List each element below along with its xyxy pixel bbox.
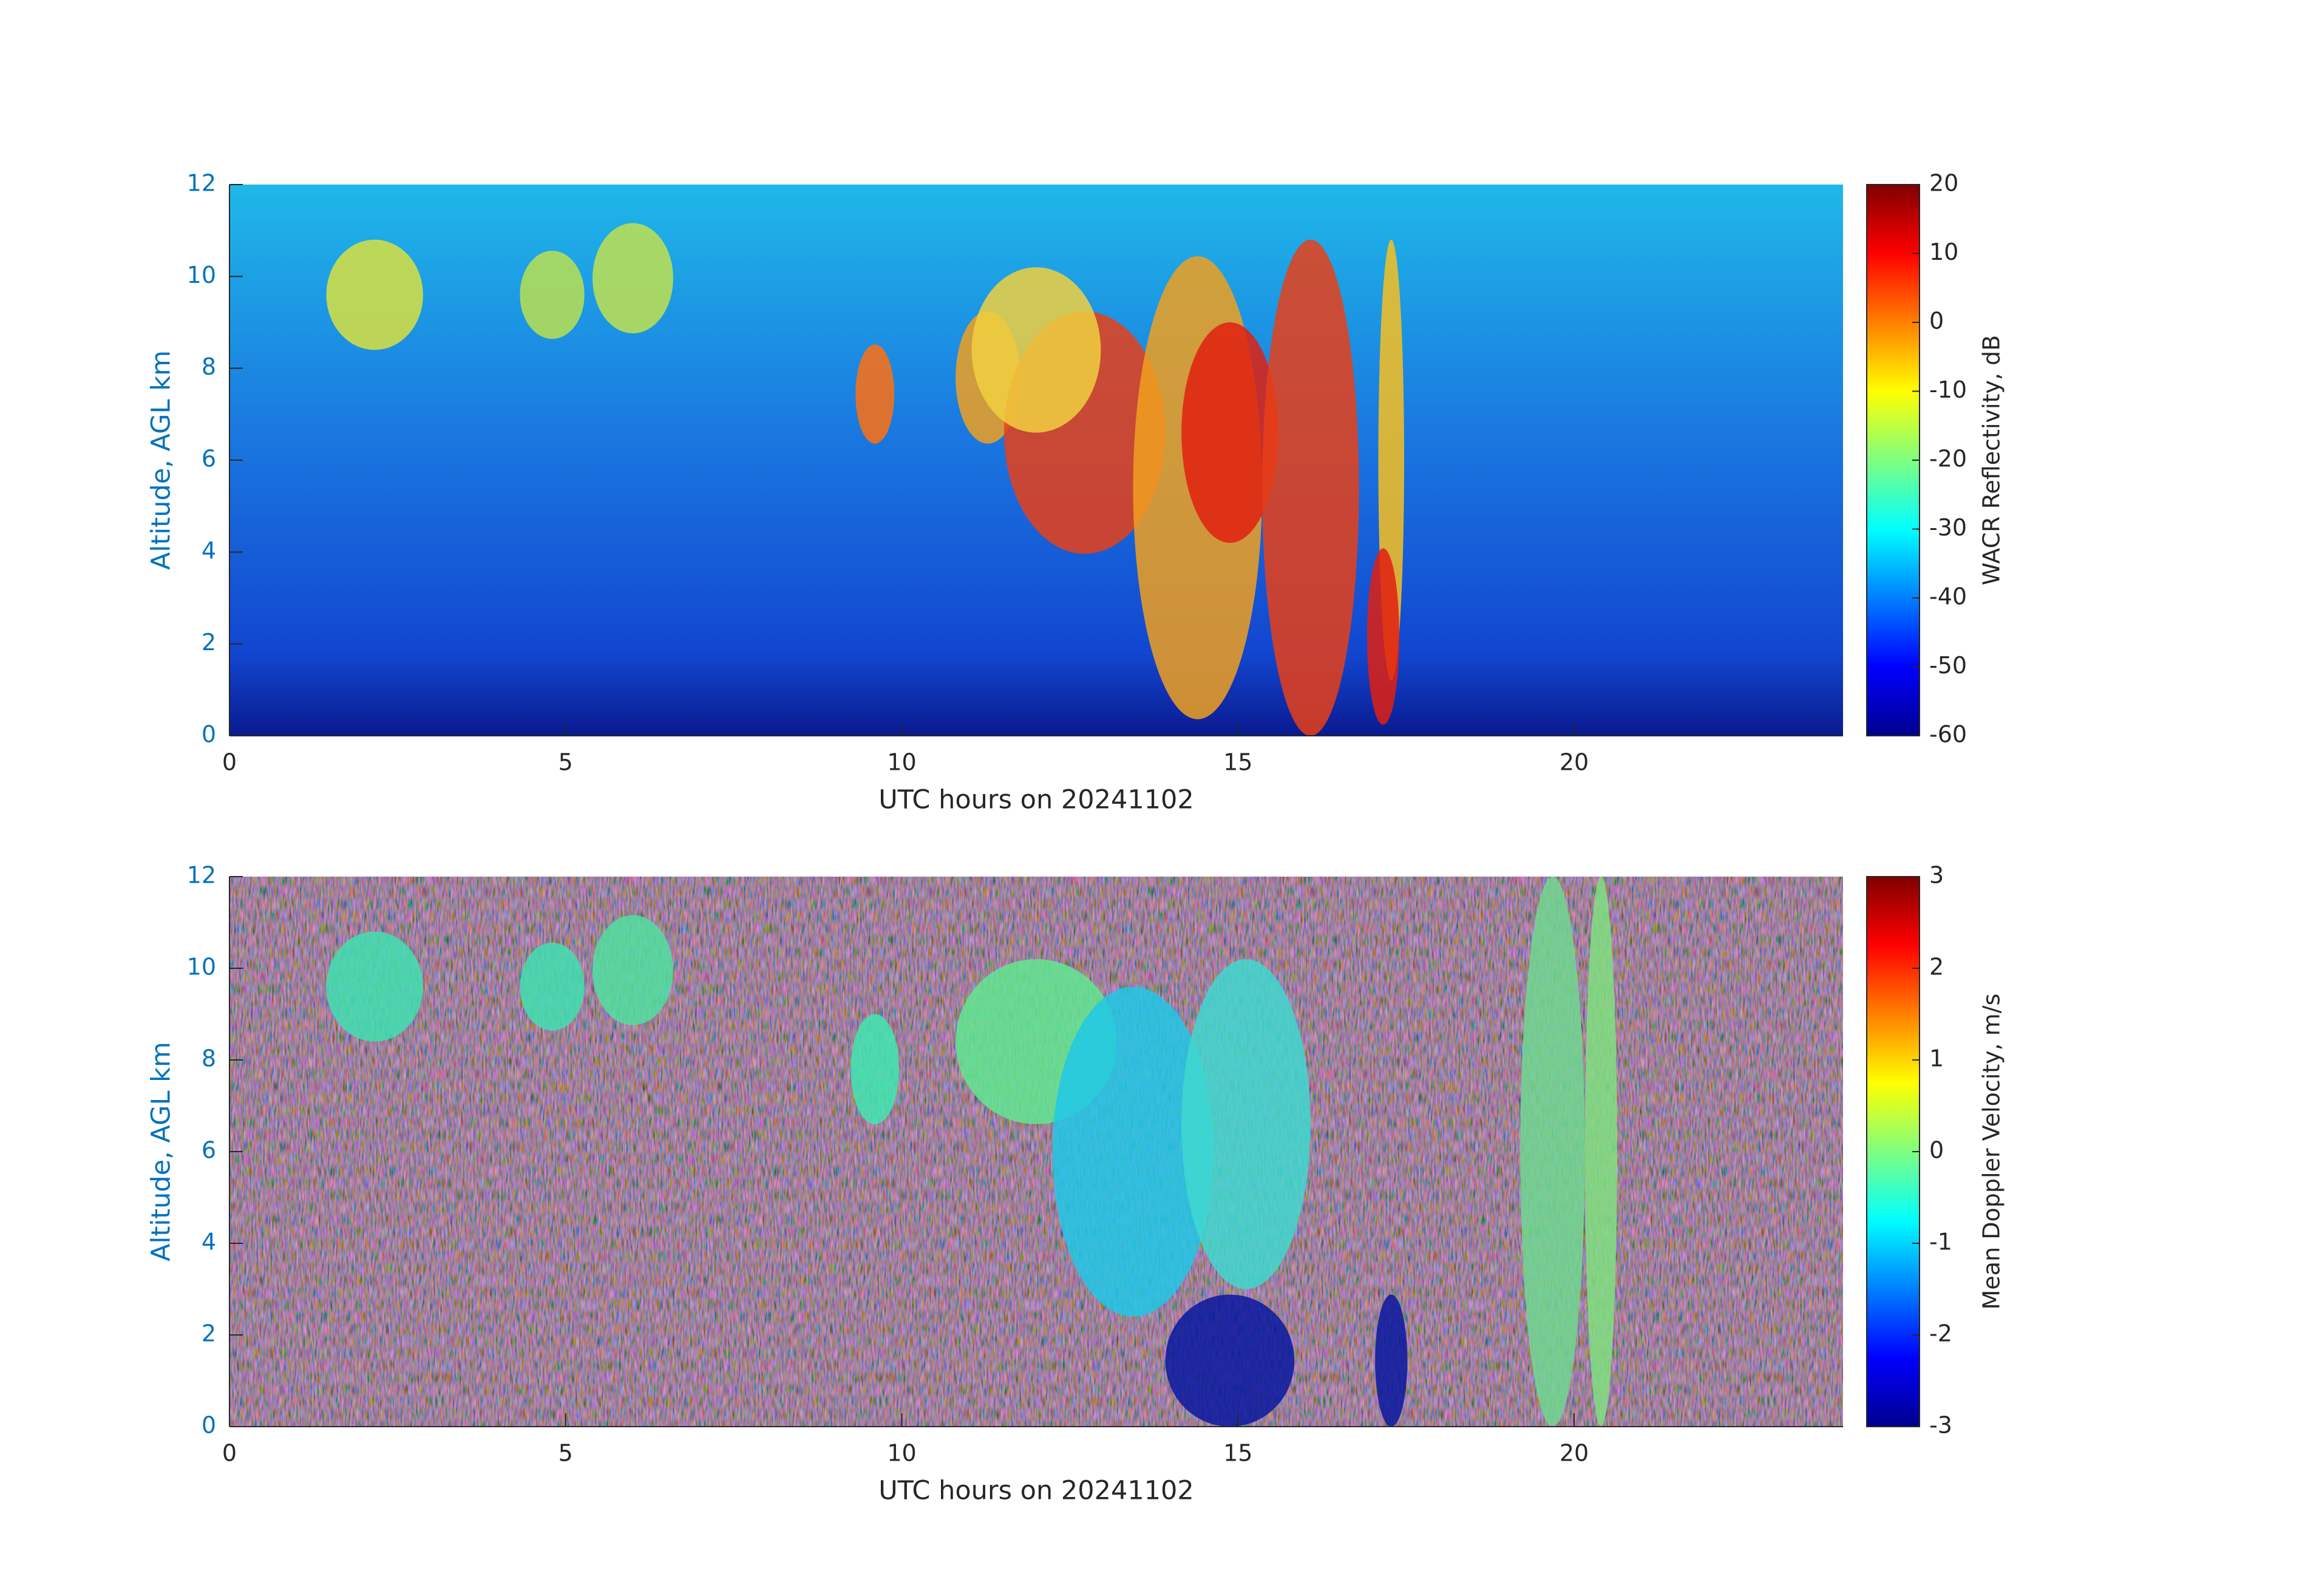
cloud xyxy=(1366,548,1400,725)
x-axis-label: UTC hours on 20241102 xyxy=(878,1476,1194,1506)
x-tick-label: 5 xyxy=(558,1440,573,1467)
cloud xyxy=(855,344,895,444)
x-tick-label: 15 xyxy=(1223,749,1252,776)
cloud xyxy=(520,250,585,339)
colorbar-tick-label: 10 xyxy=(1929,239,1958,265)
colorbar-tick-label: -60 xyxy=(1929,721,1967,748)
x-tick-label: 20 xyxy=(1560,1440,1589,1467)
cloud xyxy=(850,1014,900,1124)
colorbar-tick-label: -3 xyxy=(1929,1412,1952,1439)
field xyxy=(229,185,1843,736)
x-tick-label: 15 xyxy=(1223,1440,1252,1467)
cloud xyxy=(592,915,673,1025)
y-tick-label: 12 xyxy=(187,862,216,889)
x-tick-label: 5 xyxy=(558,749,573,776)
cloud xyxy=(971,267,1101,433)
cloud xyxy=(520,942,585,1031)
cloud xyxy=(1181,959,1311,1289)
colorbar-tick-label: 3 xyxy=(1929,862,1944,889)
colorbar-tick-label: -1 xyxy=(1929,1229,1952,1255)
cloud xyxy=(592,223,673,334)
colorbar xyxy=(1866,184,1920,736)
cloud xyxy=(326,239,423,350)
cloud xyxy=(1584,877,1617,1427)
colorbar-tick-label: -10 xyxy=(1929,376,1967,403)
cloud xyxy=(1165,1294,1295,1427)
y-tick-label: 10 xyxy=(187,954,216,980)
cloud xyxy=(1052,986,1214,1317)
y-tick-label: 6 xyxy=(202,1137,216,1164)
colorbar-tick-label: 1 xyxy=(1929,1045,1944,1072)
y-tick-label: 2 xyxy=(202,629,216,656)
y-tick-label: 0 xyxy=(202,721,216,748)
x-tick-label: 0 xyxy=(222,749,237,776)
cloud xyxy=(1520,877,1585,1427)
colorbar-tick-label: -30 xyxy=(1929,514,1967,541)
y-axis-label: Altitude, AGL km xyxy=(146,1042,177,1262)
colorbar-tick-label: -20 xyxy=(1929,446,1967,472)
x-tick-label: 10 xyxy=(887,749,916,776)
colorbar-label: WACR Reflectivity, dB xyxy=(1978,335,2005,585)
cloud xyxy=(1375,1294,1408,1427)
cloud xyxy=(326,931,423,1042)
colorbar-tick-label: -40 xyxy=(1929,583,1967,610)
y-tick-label: 0 xyxy=(202,1412,216,1439)
y-tick-label: 10 xyxy=(187,262,216,288)
colorbar-tick-label: 0 xyxy=(1929,1137,1944,1164)
cloud xyxy=(1181,322,1278,543)
cloud xyxy=(1262,239,1359,736)
field xyxy=(229,877,1843,1427)
x-tick-label: 0 xyxy=(222,1440,237,1467)
y-tick-label: 8 xyxy=(202,353,216,380)
colorbar-tick-label: 0 xyxy=(1929,308,1944,334)
y-tick-label: 4 xyxy=(202,537,216,564)
y-tick-label: 4 xyxy=(202,1229,216,1255)
y-tick-label: 8 xyxy=(202,1045,216,1072)
x-axis-label: UTC hours on 20241102 xyxy=(878,785,1194,815)
x-tick-label: 10 xyxy=(887,1440,916,1467)
colorbar-label: Mean Doppler Velocity, m/s xyxy=(1978,994,2005,1310)
y-axis-label: Altitude, AGL km xyxy=(146,350,177,570)
y-tick-label: 12 xyxy=(187,170,216,197)
y-tick-label: 2 xyxy=(202,1320,216,1347)
y-tick-label: 6 xyxy=(202,446,216,472)
colorbar-tick-label: 2 xyxy=(1929,954,1944,980)
x-tick-label: 20 xyxy=(1560,749,1589,776)
colorbar-tick-label: -50 xyxy=(1929,652,1967,679)
colorbar-tick-label: 20 xyxy=(1929,170,1958,197)
colorbar xyxy=(1866,876,1920,1427)
colorbar-tick-label: -2 xyxy=(1929,1320,1952,1347)
